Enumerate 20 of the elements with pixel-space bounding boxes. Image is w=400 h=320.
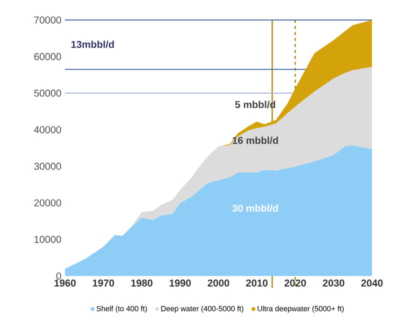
- x-tick-label: 2010: [246, 280, 268, 287]
- y-tick-label: 50000: [34, 90, 62, 97]
- y-tick-label: 40000: [34, 126, 62, 134]
- annotation: 13mbbl/d: [71, 40, 114, 48]
- annotation: 30 mbbl/d: [232, 204, 278, 212]
- x-tick-label: 1970: [92, 280, 114, 287]
- annotation: 16 mbbl/d: [232, 136, 278, 144]
- y-tick-label: 20000: [34, 199, 62, 206]
- x-tick-label: 1980: [131, 280, 152, 287]
- y-tick-label: 70000: [34, 16, 62, 24]
- x-tick-label: 1990: [170, 280, 191, 287]
- y-tick-label: 30000: [34, 162, 62, 170]
- x-tick-label: 2040: [361, 280, 383, 287]
- y-tick-label: 0: [56, 272, 62, 280]
- x-tick-label: 2000: [208, 280, 230, 287]
- x-tick-label: 2030: [322, 280, 344, 287]
- x-tick-label: 1960: [54, 280, 76, 287]
- x-tick-label: 2020: [284, 280, 306, 287]
- y-tick-label: 60000: [34, 53, 62, 60]
- y-tick-label: 10000: [34, 236, 62, 243]
